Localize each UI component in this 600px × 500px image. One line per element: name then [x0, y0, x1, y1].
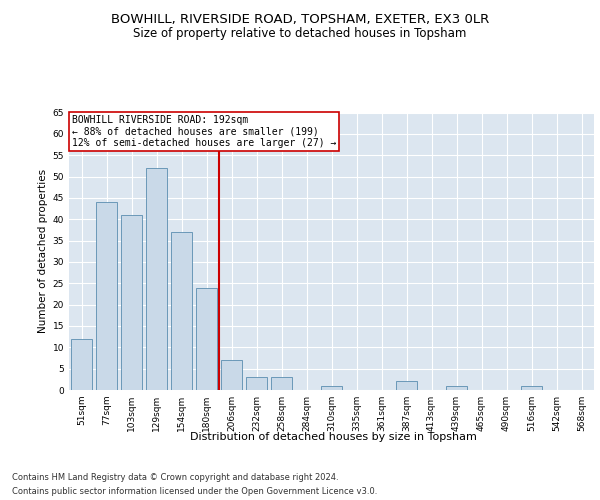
Text: Distribution of detached houses by size in Topsham: Distribution of detached houses by size …: [190, 432, 476, 442]
Y-axis label: Number of detached properties: Number of detached properties: [38, 169, 49, 334]
Text: Contains HM Land Registry data © Crown copyright and database right 2024.: Contains HM Land Registry data © Crown c…: [12, 472, 338, 482]
Text: BOWHILL, RIVERSIDE ROAD, TOPSHAM, EXETER, EX3 0LR: BOWHILL, RIVERSIDE ROAD, TOPSHAM, EXETER…: [111, 12, 489, 26]
Bar: [271, 377, 292, 390]
Bar: [146, 168, 167, 390]
Bar: [196, 288, 217, 390]
Bar: [396, 382, 417, 390]
Bar: [96, 202, 117, 390]
Bar: [446, 386, 467, 390]
Bar: [246, 377, 267, 390]
Text: BOWHILL RIVERSIDE ROAD: 192sqm
← 88% of detached houses are smaller (199)
12% of: BOWHILL RIVERSIDE ROAD: 192sqm ← 88% of …: [71, 116, 336, 148]
Bar: [121, 215, 142, 390]
Bar: [321, 386, 342, 390]
Text: Contains public sector information licensed under the Open Government Licence v3: Contains public sector information licen…: [12, 488, 377, 496]
Bar: [171, 232, 192, 390]
Bar: [521, 386, 542, 390]
Bar: [71, 339, 92, 390]
Text: Size of property relative to detached houses in Topsham: Size of property relative to detached ho…: [133, 28, 467, 40]
Bar: [221, 360, 242, 390]
